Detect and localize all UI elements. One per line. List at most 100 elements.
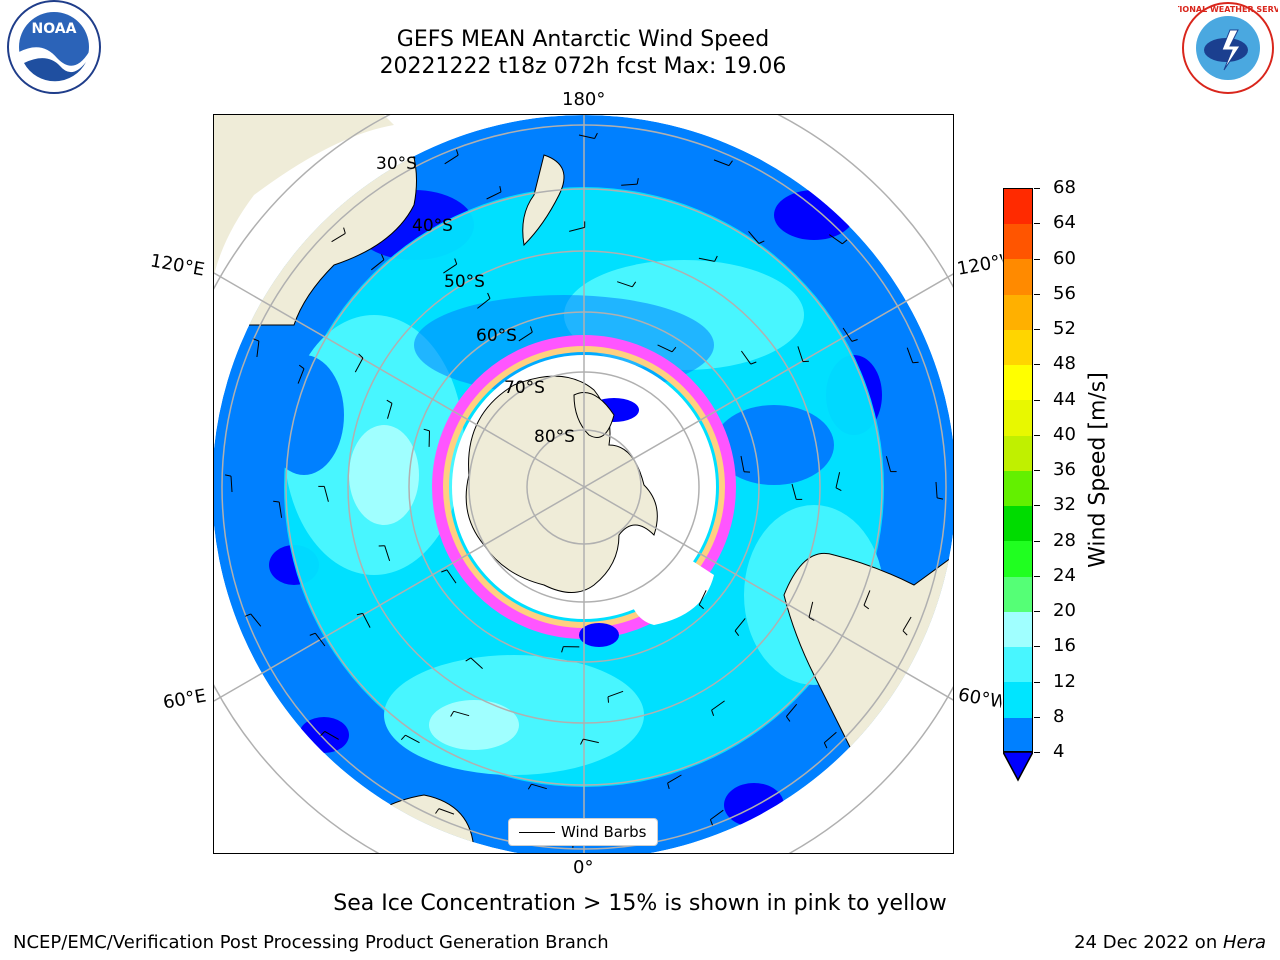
noaa-logo-text: NOAA xyxy=(32,21,77,37)
graticule xyxy=(214,115,953,853)
colorbar xyxy=(1003,188,1033,753)
colorbar-tick-label: 48 xyxy=(1053,353,1076,375)
wind-barb-flag xyxy=(594,132,598,139)
lat-label-80: 80°S xyxy=(534,427,575,447)
colorbar-tick xyxy=(1034,716,1040,718)
wind-barb xyxy=(863,590,871,606)
wind-barb xyxy=(667,774,682,784)
wind-barb xyxy=(583,738,599,744)
lon-label-180: 180° xyxy=(562,89,606,110)
wind-barb xyxy=(713,159,730,167)
colorbar-segment xyxy=(1003,716,1033,753)
polar-map: 30°S 40°S 50°S 60°S 70°S 80°S xyxy=(213,114,954,854)
colorbar-tick-label: 24 xyxy=(1053,564,1076,586)
colorbar-tick xyxy=(1034,399,1040,401)
wind-barb-flag xyxy=(842,239,848,245)
wind-barb xyxy=(842,327,853,342)
wind-barb-flag xyxy=(785,716,791,722)
wind-barb xyxy=(531,783,547,790)
wind-barb-flag xyxy=(465,657,472,662)
lon-label-120e: 120°E xyxy=(148,250,207,281)
wind-barb xyxy=(698,257,715,262)
wind-barb-flag xyxy=(386,399,393,404)
colorbar-tick-label: 56 xyxy=(1053,282,1076,304)
wind-barb-flag xyxy=(709,819,713,826)
wind-barb-flag xyxy=(728,160,733,166)
lon-label-60e: 60°E xyxy=(161,685,208,714)
footer-machine: Hera xyxy=(1222,932,1266,953)
wind-barb-flag xyxy=(423,428,430,432)
colorbar-tick-label: 8 xyxy=(1053,705,1065,727)
wind-barb-flag xyxy=(823,742,828,749)
wind-barb xyxy=(786,703,798,717)
wind-barb xyxy=(362,613,371,628)
colorbar-segment xyxy=(1003,258,1033,295)
lon-label-60w: 60°W xyxy=(956,684,1004,713)
wind-barb-flag xyxy=(527,783,532,790)
wind-barb xyxy=(657,344,673,353)
wind-barb xyxy=(740,350,752,365)
colorbar-segment xyxy=(1003,540,1033,577)
colorbar-segment xyxy=(1003,329,1033,365)
wind-barb xyxy=(370,259,385,271)
wind-barb-flag xyxy=(711,709,715,716)
colorbar-segment xyxy=(1003,188,1033,224)
chart-subtitle: 20221222 t18z 072h fcst Max: 19.06 xyxy=(379,54,787,79)
wind-barb-flag xyxy=(441,569,448,573)
wind-barb xyxy=(748,230,760,244)
wind-barb xyxy=(387,403,393,419)
footer-date-prefix: 24 Dec 2022 on xyxy=(1074,932,1223,953)
legend-line-swatch xyxy=(519,832,555,833)
map-canvas: 30°S 40°S 50°S 60°S 70°S 80°S xyxy=(214,115,953,853)
lon-label-0: 0° xyxy=(573,857,594,878)
wind-barb-flag xyxy=(435,808,440,814)
colorbar-extend xyxy=(1003,752,1033,782)
wind-barb xyxy=(902,616,912,632)
wind-barb-flag xyxy=(607,696,609,703)
wind-barb xyxy=(470,657,483,669)
colorbar-tick xyxy=(1034,434,1040,436)
wind-barb xyxy=(621,183,638,186)
wind-barb xyxy=(477,298,491,309)
colorbar-title: Wind Speed [m/s] xyxy=(1085,372,1111,568)
colorbar-tick-label: 44 xyxy=(1053,388,1076,410)
colorbar-segment xyxy=(1003,575,1033,612)
wind-barb xyxy=(569,226,585,232)
wind-barb-flag xyxy=(851,339,858,342)
wind-barb-flag xyxy=(400,734,406,741)
colorbar-segment xyxy=(1003,611,1033,647)
colorbar-tick-label: 32 xyxy=(1053,494,1076,516)
wind-barb-flag xyxy=(529,326,533,333)
wind-barb xyxy=(935,481,938,498)
wind-barb xyxy=(405,734,420,744)
wind-barb-flag xyxy=(298,364,305,370)
wind-barb-flag xyxy=(455,149,459,156)
footer-date: 24 Dec 2022 on Hera xyxy=(1074,932,1266,953)
colorbar-tick-label: 28 xyxy=(1053,529,1076,551)
colorbar-tick-label: 68 xyxy=(1053,177,1076,198)
wind-barb xyxy=(797,346,804,362)
colorbar-tick xyxy=(1034,364,1040,366)
wind-barb-flag xyxy=(561,646,564,653)
wind-barb xyxy=(278,501,283,518)
colorbar-segment xyxy=(1003,470,1033,506)
wind-barb-flag xyxy=(309,632,316,636)
wind-barb-flag xyxy=(358,353,364,359)
wind-barb-flag xyxy=(356,612,363,616)
caption: Sea Ice Concentration > 15% is shown in … xyxy=(333,891,947,916)
legend-label: Wind Barbs xyxy=(561,823,647,841)
wind-barb-flag xyxy=(273,500,280,503)
colorbar-segment xyxy=(1003,434,1033,471)
wind-barb xyxy=(791,483,797,500)
wind-barb-flag xyxy=(758,240,765,244)
colorbar-tick xyxy=(1034,470,1040,471)
lat-label-40: 40°S xyxy=(412,216,453,236)
wind-barb xyxy=(384,545,391,562)
wind-barb xyxy=(444,154,459,165)
colorbar-tick xyxy=(1034,223,1040,225)
lat-label-30: 30°S xyxy=(376,154,417,174)
wind-barb xyxy=(453,710,470,717)
svg-text:NATIONAL WEATHER SERVICE: NATIONAL WEATHER SERVICE xyxy=(1178,5,1278,14)
wind-barb-flag xyxy=(714,255,718,262)
wind-barb xyxy=(446,569,457,584)
